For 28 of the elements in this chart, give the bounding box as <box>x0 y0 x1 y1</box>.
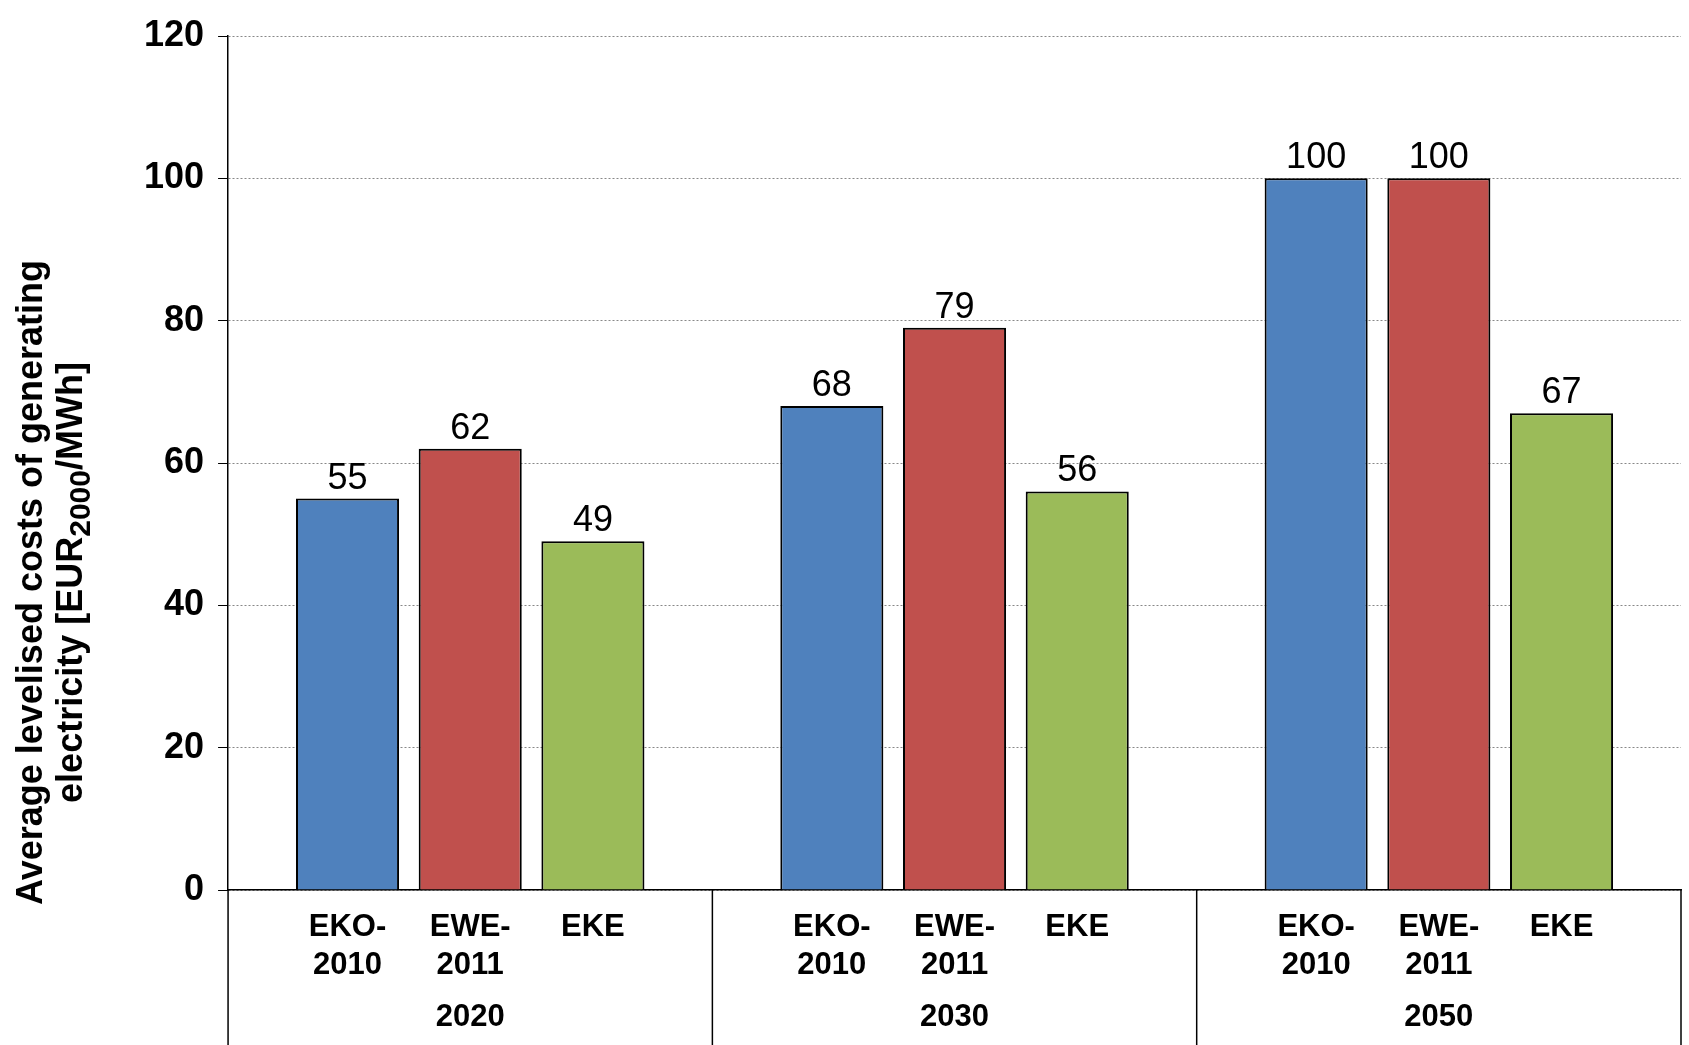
series-label: EWE-2011 <box>429 908 511 982</box>
text: EKE <box>1045 908 1110 944</box>
y-tick-label: 100 <box>143 155 205 197</box>
x-tick-label: 2050 <box>1404 998 1474 1034</box>
data-label: 100 <box>1408 135 1469 177</box>
text: EKO-2010 <box>793 908 871 982</box>
text: EKE <box>1529 908 1594 944</box>
data-label: 49 <box>572 498 613 540</box>
data-label: 55 <box>327 455 368 497</box>
y-tick-label: 80 <box>164 297 205 339</box>
x-tick-label: 2030 <box>920 998 990 1034</box>
data-label: 62 <box>450 405 491 447</box>
text: EWE-2011 <box>914 908 995 982</box>
text: EKO-2010 <box>1277 908 1355 982</box>
series-label: EKO-2010 <box>308 908 387 982</box>
data-label: 100 <box>1286 135 1347 177</box>
y-tick-label: 60 <box>164 439 205 481</box>
y-tick-label: 120 <box>143 12 205 54</box>
text: EWE-2011 <box>1398 908 1480 982</box>
y-tick-label: 0 <box>184 866 205 908</box>
x-tick-label: 2020 <box>435 998 505 1034</box>
y-tick-label: 20 <box>164 724 205 766</box>
data-label: 56 <box>1057 448 1098 490</box>
data-label: 79 <box>934 284 975 326</box>
data-label: 67 <box>1541 370 1582 412</box>
data-label: 68 <box>811 362 852 404</box>
y-tick-label: 40 <box>164 582 205 624</box>
series-label: EKE <box>561 908 625 944</box>
